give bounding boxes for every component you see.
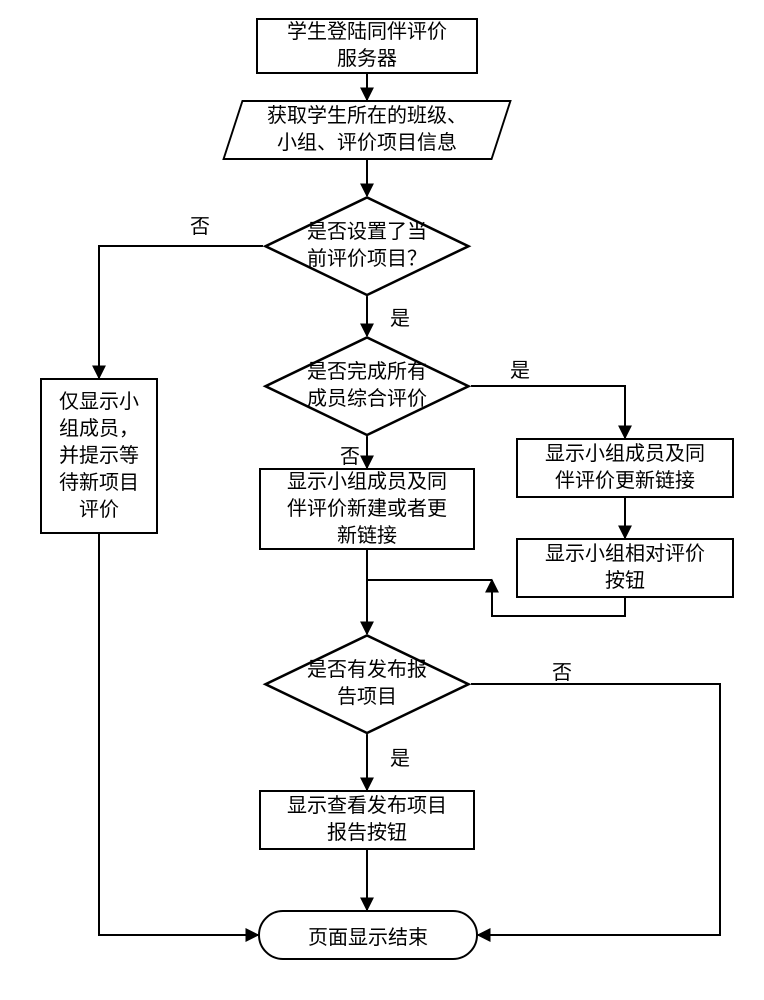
flowchart-canvas: 学生登陆同伴评价服务器 获取学生所在的班级、小组、评价项目信息 是否设置了当前评… [0,0,764,1000]
node-show-view-report-button: 显示查看发布项目报告按钮 [259,790,475,850]
node-show-update-link-text: 显示小组成员及同伴评价更新链接 [545,441,705,495]
node-show-update-link: 显示小组成员及同伴评价更新链接 [516,438,734,498]
node-login: 学生登陆同伴评价服务器 [256,18,478,74]
node-show-view-report-button-text: 显示查看发布项目报告按钮 [287,793,447,847]
label-d3-no: 否 [552,656,572,685]
label-d1-no: 否 [190,210,210,239]
node-show-relative-eval-button-text: 显示小组相对评价按钮 [545,541,705,595]
decision-has-report-text: 是否有发布报告项目 [263,634,471,734]
decision-current-project: 是否设置了当前评价项目？ [263,196,471,296]
node-fetch-info: 获取学生所在的班级、小组、评价项目信息 [232,100,502,160]
node-show-members-only-text: 仅显示小组成员，并提示等待新项目评价 [59,389,139,524]
label-d1-yes: 是 [390,302,410,331]
decision-all-evaluated: 是否完成所有成员综合评价 [263,336,471,436]
decision-has-report: 是否有发布报告项目 [263,634,471,734]
node-show-create-or-update: 显示小组成员及同伴评价新建或者更新链接 [259,468,475,550]
node-end-text: 页面显示结束 [308,921,428,950]
label-d2-no: 否 [340,440,360,469]
node-show-relative-eval-button: 显示小组相对评价按钮 [516,538,734,598]
decision-all-evaluated-text: 是否完成所有成员综合评价 [263,336,471,436]
node-login-text: 学生登陆同伴评价服务器 [287,19,447,73]
node-show-create-or-update-text: 显示小组成员及同伴评价新建或者更新链接 [287,469,447,550]
label-d3-yes: 是 [390,742,410,771]
label-d2-yes: 是 [510,354,530,383]
node-end: 页面显示结束 [258,910,478,960]
node-show-members-only: 仅显示小组成员，并提示等待新项目评价 [40,378,158,534]
node-fetch-info-text: 获取学生所在的班级、小组、评价项目信息 [257,97,477,163]
decision-current-project-text: 是否设置了当前评价项目？ [263,196,471,296]
